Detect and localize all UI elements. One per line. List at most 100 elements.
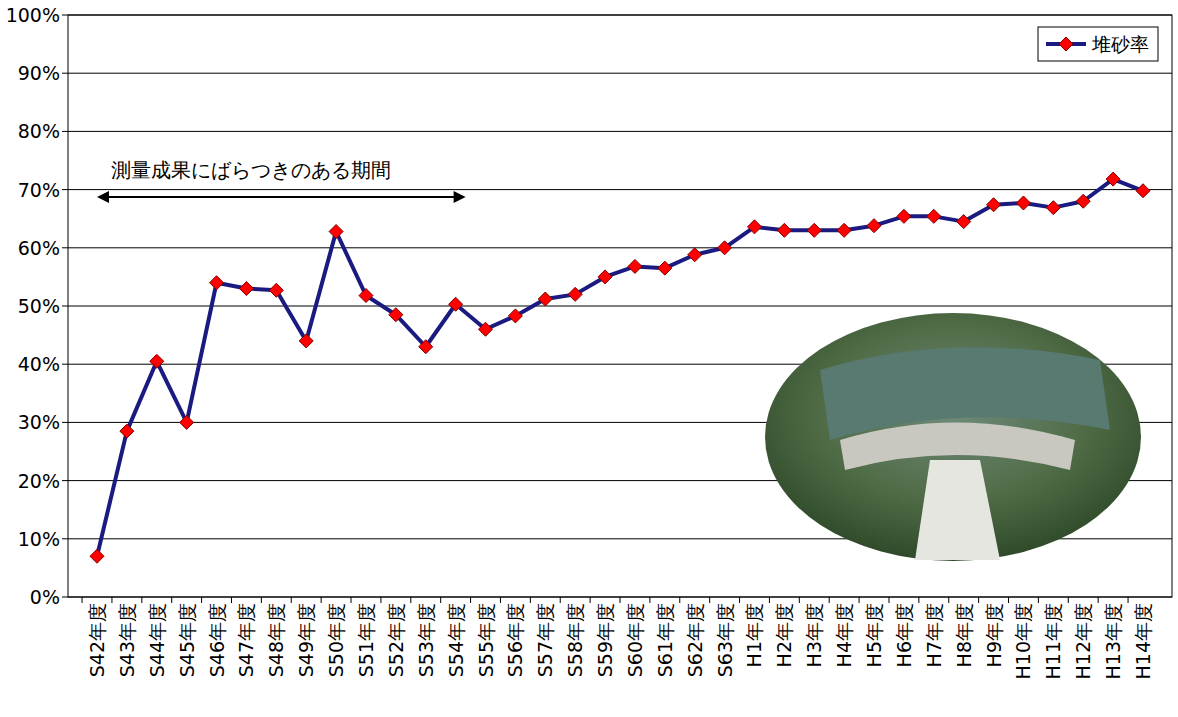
marker [598, 270, 612, 284]
x-tick-label: S62年度 [684, 603, 706, 677]
x-tick [82, 597, 83, 603]
x-tick-label: S42年度 [86, 603, 108, 677]
x-tick-label: S44年度 [146, 603, 168, 677]
x-tick [799, 597, 800, 603]
x-tick-label: S43年度 [116, 603, 138, 677]
y-tick-label: 80% [18, 120, 60, 142]
x-tick [231, 597, 232, 603]
series-line [97, 179, 1143, 556]
grid-line [68, 73, 1172, 74]
marker [538, 292, 552, 306]
y-tick-label: 90% [18, 62, 60, 84]
x-tick [649, 597, 650, 603]
y-tick [62, 189, 68, 190]
series-group [90, 172, 1150, 563]
y-tick [62, 597, 68, 598]
x-tick [918, 597, 919, 603]
x-tick [978, 597, 979, 603]
x-tick-label: S58年度 [564, 603, 586, 677]
marker [897, 209, 911, 223]
annotation-arrow [105, 196, 458, 198]
x-tick-label: S51年度 [355, 603, 377, 677]
marker [1016, 196, 1030, 210]
x-tick [111, 597, 112, 603]
x-tick [620, 597, 621, 603]
y-tick-label: 40% [18, 353, 60, 375]
x-tick [948, 597, 949, 603]
legend-box [1038, 27, 1158, 61]
y-tick-label: 50% [18, 295, 60, 317]
x-tick [141, 597, 142, 603]
x-tick [380, 597, 381, 603]
legend: 堆砂率 [1038, 27, 1158, 61]
x-tick-label: S55年度 [475, 603, 497, 677]
grid-line [68, 306, 1172, 307]
marker [508, 309, 522, 323]
x-tick-label: H2年度 [773, 603, 795, 667]
x-tick [440, 597, 441, 603]
x-tick-label: S52年度 [385, 603, 407, 677]
x-tick [709, 597, 710, 603]
y-tick [62, 422, 68, 423]
marker [90, 549, 104, 563]
y-tick-label: 100% [6, 4, 60, 26]
x-tick-label: H9年度 [983, 603, 1005, 667]
x-tick-label: H8年度 [953, 603, 975, 667]
x-tick [888, 597, 889, 603]
marker [1046, 201, 1060, 215]
marker [180, 415, 194, 429]
x-tick [560, 597, 561, 603]
x-tick [530, 597, 531, 603]
x-tick [679, 597, 680, 603]
y-tick-label: 10% [18, 528, 60, 550]
marker [389, 308, 403, 322]
x-tick [1008, 597, 1009, 603]
chart: 0%10%20%30%40%50%60%70%80%90%100%S42年度S4… [0, 0, 1178, 717]
marker [628, 259, 642, 273]
marker [1106, 172, 1120, 186]
arrow-head [454, 191, 466, 203]
marker [1136, 184, 1150, 198]
marker [329, 225, 343, 239]
x-tick-label: S63年度 [714, 603, 736, 677]
x-tick-label: S50年度 [325, 603, 347, 677]
x-tick [1038, 597, 1039, 603]
x-tick [171, 597, 172, 603]
x-tick-label: H11年度 [1042, 603, 1064, 679]
x-tick-label: H6年度 [893, 603, 915, 667]
marker [568, 287, 582, 301]
y-tick [62, 538, 68, 539]
marker [120, 424, 134, 438]
y-tick-label: 0% [30, 586, 60, 608]
marker [449, 297, 463, 311]
x-tick [291, 597, 292, 603]
x-tick-label: H10年度 [1012, 603, 1034, 679]
y-tick-label: 60% [18, 237, 60, 259]
x-tick [321, 597, 322, 603]
photo [765, 313, 1141, 561]
marker [747, 220, 761, 234]
x-tick-label: S56年度 [504, 603, 526, 677]
marker [299, 334, 313, 348]
x-tick [1098, 597, 1099, 603]
marker [688, 248, 702, 262]
marker [837, 223, 851, 237]
x-tick [500, 597, 501, 603]
y-tick-label: 30% [18, 411, 60, 433]
x-tick [859, 597, 860, 603]
grid-line [68, 247, 1172, 248]
x-tick-label: H14年度 [1132, 603, 1154, 679]
legend-marker [1059, 37, 1073, 51]
marker [927, 209, 941, 223]
y-tick [62, 73, 68, 74]
x-tick-label: H4年度 [833, 603, 855, 667]
x-tick-label: H12年度 [1072, 603, 1094, 679]
grid-line [68, 131, 1172, 132]
x-tick [739, 597, 740, 603]
marker [359, 289, 373, 303]
grid-line [68, 189, 1172, 190]
x-tick [769, 597, 770, 603]
y-tick-label: 20% [18, 470, 60, 492]
marker [479, 322, 493, 336]
x-tick-label: S57年度 [534, 603, 556, 677]
